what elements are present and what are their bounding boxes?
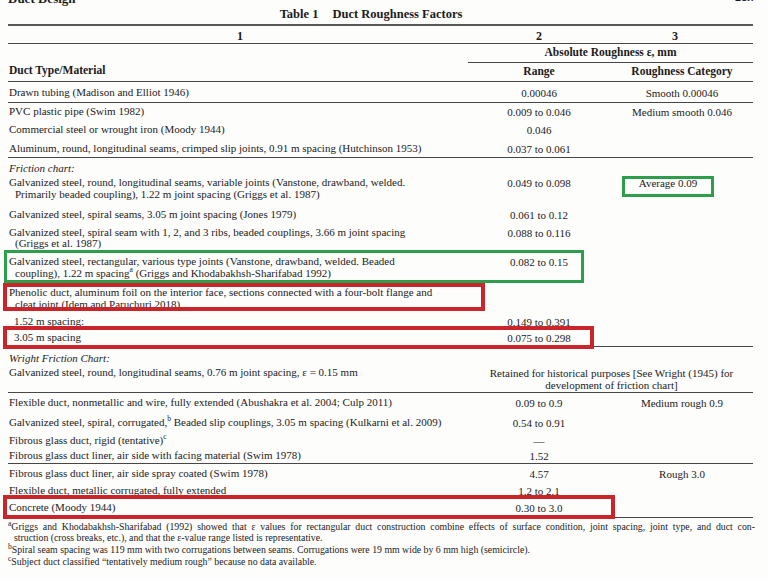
cell-material: Fibrous glass duct, rigid (tentative)c: [9, 435, 469, 447]
cell-range: 0.061 to 0.12: [459, 209, 619, 221]
divider: [8, 43, 753, 45]
note-line-1: Retained for historical purposes [See Wr…: [470, 367, 753, 380]
highlight-box-concrete: [3, 495, 615, 519]
table-title: Table 1 Duct Roughness Factors: [0, 7, 742, 22]
page-number: 21.7: [735, 0, 756, 5]
cell-material: Commercial steel or wrought iron (Moody …: [9, 124, 469, 136]
highlight-box-phenolic: [3, 283, 485, 311]
cell-range: 0.088 to 0.116: [459, 227, 619, 239]
divider: [8, 392, 753, 393]
cell-material: Aluminum, round, longitudinal seams, cri…: [9, 143, 469, 155]
cell-material: Galvanized steel, round, longitudinal se…: [9, 367, 469, 379]
highlight-box-average: [622, 176, 714, 197]
footnote-b: bSpiral seam spacing was 119 mm with two…: [8, 544, 755, 555]
cell-material: PVC plastic pipe (Swim 1982): [9, 106, 469, 118]
cell-material: Galvanized steel, spiral seams, 3.05 m j…: [9, 209, 469, 221]
cell-range: 1.52: [459, 450, 619, 462]
material-line-2: Primarily beaded coupling), 1.22 m joint…: [9, 189, 469, 201]
cell-range: 0.049 to 0.098: [459, 177, 619, 189]
cell-category: Medium rough 0.9: [608, 397, 756, 409]
note-line-2: development of friction chart]: [470, 379, 753, 392]
cell-range: —: [459, 435, 619, 447]
divider: [8, 24, 753, 26]
cell-range: 0.037 to 0.061: [459, 143, 619, 155]
cell-range: 0.09 to 0.9: [459, 397, 619, 409]
material-line-1: Galvanized steel, round, longitudinal se…: [9, 177, 469, 189]
cell-category: Smooth 0.00046: [608, 87, 756, 99]
divider: [8, 157, 753, 158]
header-category: Roughness Category: [608, 65, 756, 77]
cell-range: 0.046: [459, 124, 619, 136]
material-line-2: (Griggs et al. 1987): [9, 238, 469, 250]
footnote-c: cSubject duct classified “tentatively me…: [8, 556, 755, 567]
span-header-absolute-roughness: Absolute Roughness ε, mm: [468, 46, 753, 58]
cell-material: Fibrous glass duct liner, air side with …: [9, 450, 469, 462]
cell-material: Galvanized steel, spiral seam with 1, 2,…: [9, 227, 469, 250]
cell-range: 0.009 to 0.046: [459, 106, 619, 118]
cell-range: 0.54 to 0.91: [459, 417, 619, 429]
cell-range: 4.57: [459, 468, 619, 480]
header-material: Duct Type/Material: [9, 65, 469, 77]
divider: [8, 81, 753, 83]
cell-range: 0.00046: [459, 87, 619, 99]
footnote-a-line-1: aGriggs and Khodabakhsh-Sharifabad (1992…: [8, 521, 755, 532]
cell-note: Retained for historical purposes [See Wr…: [470, 367, 753, 392]
cell-material: Flexible duct, nonmetallic and wire, ful…: [9, 397, 469, 409]
running-head: Duct Design: [8, 0, 76, 7]
cell-category: Medium smooth 0.046: [608, 106, 756, 118]
divider: [8, 102, 753, 103]
table-title-text: Duct Roughness Factors: [332, 7, 462, 21]
footnote-a-line-2: struction (cross breaks, etc.), and that…: [8, 532, 761, 543]
section-label-wright-friction-chart: Wright Friction Chart:: [9, 352, 110, 364]
cell-material: Galvanized steel, round, longitudinal se…: [9, 177, 469, 200]
document-page: Duct Design 21.7 Table 1 Duct Roughness F…: [0, 0, 768, 579]
cell-material: Drawn tubing (Madison and Elliot 1946): [9, 87, 469, 99]
divider: [468, 62, 753, 63]
header-range: Range: [459, 65, 619, 77]
section-label-friction-chart: Friction chart:: [9, 162, 75, 174]
highlight-box-3.05-spacing: [3, 326, 594, 349]
cell-material: Galvanized steel, spiral, corrugated,b B…: [9, 417, 469, 429]
cell-material: Fibrous glass duct liner, air side spray…: [9, 468, 469, 480]
divider: [8, 463, 753, 464]
table-title-label: Table 1: [280, 7, 319, 21]
cell-category: Rough 3.0: [608, 468, 756, 480]
highlight-box-galvanized-rectangular: [4, 250, 584, 283]
